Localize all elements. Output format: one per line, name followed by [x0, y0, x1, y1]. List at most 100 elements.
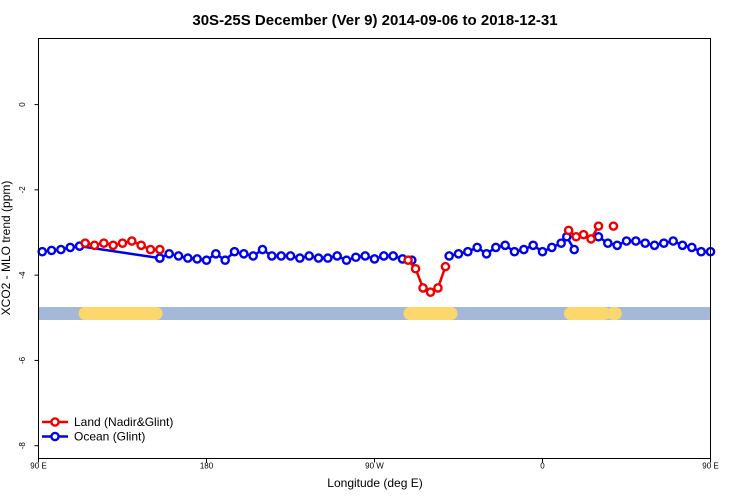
y-tick-label: -6 — [18, 356, 27, 364]
data-point-ocean — [649, 240, 660, 251]
y-axis: 0 -2 -4 -6 -8 — [18, 102, 39, 449]
data-point-land — [571, 231, 581, 242]
y-tick-label: -8 — [18, 442, 27, 450]
data-point-land — [593, 221, 604, 231]
data-point-ocean — [56, 244, 66, 255]
data-point-ocean — [183, 253, 193, 263]
y-tick-label: 0 — [18, 102, 27, 107]
data-point-ocean — [472, 242, 482, 253]
data-point-land — [403, 255, 413, 266]
data-point-land — [410, 263, 421, 274]
data-point-ocean — [481, 249, 492, 259]
data-point-land — [433, 283, 443, 293]
series-ocean — [37, 231, 716, 266]
x-tick-label: 90 E — [702, 462, 718, 471]
data-point-ocean — [593, 231, 604, 242]
data-point-ocean — [696, 246, 706, 257]
data-point-ocean — [388, 251, 398, 261]
data-point-ocean — [155, 253, 165, 263]
data-point-ocean — [453, 249, 464, 259]
data-point-ocean — [528, 240, 538, 251]
data-point-ocean — [677, 240, 688, 251]
data-point-ocean — [295, 253, 305, 263]
legend: Land (Nadir&Glint)Ocean (Glint) — [42, 415, 173, 444]
data-point-ocean — [201, 255, 212, 266]
data-point-ocean — [46, 245, 57, 256]
data-point-land — [136, 240, 146, 251]
data-point-ocean — [164, 249, 174, 259]
data-point-ocean — [360, 251, 370, 261]
data-point-ocean — [229, 246, 240, 257]
data-point-ocean — [500, 240, 510, 251]
series-layer — [37, 221, 716, 298]
legend-label-2: Ocean (Glint) — [74, 430, 145, 444]
data-point-ocean — [369, 254, 380, 264]
data-point-ocean — [621, 236, 632, 246]
data-point-ocean — [211, 249, 221, 259]
data-point-ocean — [323, 253, 333, 263]
data-point-land — [608, 221, 619, 231]
data-point-ocean — [659, 238, 669, 248]
data-point-ocean — [173, 251, 184, 261]
x-tick-label: 90 E — [30, 462, 46, 471]
x-tick-label: 0 — [540, 462, 545, 471]
data-point-ocean — [612, 240, 622, 251]
data-point-land — [578, 229, 589, 240]
legend-marker-2 — [50, 431, 60, 442]
data-point-ocean — [491, 242, 501, 253]
data-point-ocean — [276, 251, 286, 261]
data-point-ocean — [257, 244, 268, 255]
x-tick-label: 90 W — [365, 462, 384, 471]
x-axis-label: Longitude (deg E) — [327, 476, 422, 490]
data-point-ocean — [192, 254, 202, 264]
legend-marker-1 — [50, 417, 60, 427]
data-point-land — [418, 283, 428, 293]
data-point-ocean — [248, 251, 258, 261]
data-point-land — [127, 236, 137, 246]
data-point-ocean — [239, 249, 249, 259]
x-axis: 90 E 180 90 W 0 90 E — [30, 458, 719, 471]
data-point-land — [80, 238, 90, 248]
data-point-ocean — [267, 251, 277, 261]
data-point-ocean — [285, 251, 296, 261]
data-point-ocean — [603, 238, 613, 248]
data-point-ocean — [519, 244, 529, 255]
data-point-ocean — [640, 238, 650, 248]
series-land — [80, 221, 619, 298]
data-point-ocean — [631, 236, 641, 246]
data-point-ocean — [547, 242, 557, 253]
data-point-land — [440, 261, 451, 272]
legend-label-1: Land (Nadir&Glint) — [74, 415, 173, 429]
data-point-ocean — [304, 251, 314, 261]
data-point-land — [117, 238, 128, 248]
data-point-ocean — [668, 236, 678, 246]
data-point-ocean — [379, 251, 389, 261]
data-point-ocean — [37, 246, 48, 257]
data-point-ocean — [341, 255, 352, 266]
data-point-ocean — [509, 246, 520, 257]
y-tick-label: -4 — [18, 271, 27, 279]
data-point-ocean — [556, 238, 566, 248]
data-point-ocean — [65, 242, 76, 253]
data-point-ocean — [444, 251, 454, 261]
data-point-land — [99, 238, 109, 248]
chart-title: 30S-25S December (Ver 9) 2014-09-06 to 2… — [192, 12, 557, 29]
data-point-ocean — [687, 242, 697, 253]
data-point-ocean — [332, 251, 342, 261]
data-point-land — [108, 240, 118, 251]
y-axis-label: XCO2 - MLO trend (ppm) — [0, 181, 13, 316]
data-point-land — [586, 234, 596, 244]
data-point-land — [563, 225, 574, 236]
data-point-ocean — [313, 253, 324, 263]
data-point-land — [145, 244, 156, 255]
data-point-ocean — [463, 246, 473, 257]
data-point-ocean — [351, 252, 361, 263]
data-point-ocean — [569, 244, 580, 255]
data-point-land — [155, 244, 165, 255]
data-point-land — [425, 287, 436, 298]
x-tick-label: 180 — [200, 462, 214, 471]
y-tick-label: -2 — [18, 186, 27, 194]
data-point-ocean — [537, 246, 548, 257]
